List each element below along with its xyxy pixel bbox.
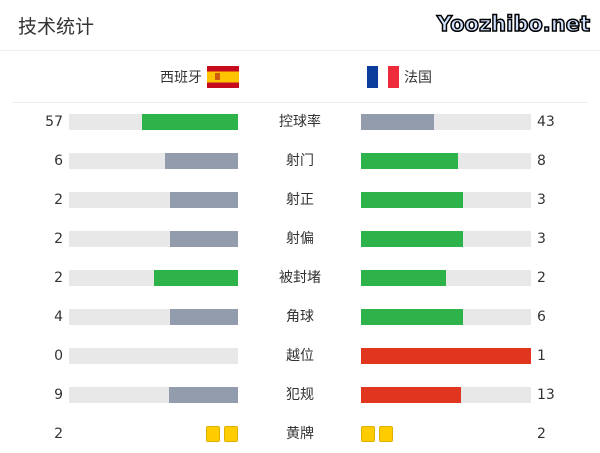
stat-row: 2 射偏 3 [0,230,600,248]
away-value: 2 [537,426,546,442]
away-bar-fill [361,387,462,403]
away-team: 法国 [367,66,432,88]
home-value: 0 [54,348,63,364]
home-bar-fill [170,231,238,247]
home-team-name: 西班牙 [160,70,202,86]
home-bar [69,153,238,169]
away-value: 6 [537,309,546,325]
home-value: 2 [54,231,63,247]
away-bar-fill [361,114,435,130]
yellow-card-icon [206,426,220,442]
home-team: 西班牙 [160,66,239,88]
away-bar [361,387,531,403]
home-value: 2 [54,192,63,208]
away-bar [361,309,531,325]
away-value: 2 [537,270,546,286]
home-value: 6 [54,153,63,169]
away-bar [361,270,531,286]
home-yellow-cards [206,426,238,442]
stat-row: 0 越位 1 [0,347,600,365]
home-bar-fill [165,153,238,169]
away-value: 3 [537,192,546,208]
home-bar [69,309,238,325]
yellow-card-icon [224,426,238,442]
home-bar-fill [170,309,238,325]
yellow-card-icon [361,426,375,442]
stat-row: 9 犯规 13 [0,386,600,404]
home-value: 2 [54,270,63,286]
away-value: 1 [537,348,546,364]
stat-row: 2 被封堵 2 [0,269,600,287]
stat-label: 射正 [286,192,314,208]
divider [0,50,600,51]
home-bar [69,231,238,247]
stat-label: 越位 [286,348,314,364]
stat-row: 2 射正 3 [0,191,600,209]
away-bar [361,153,531,169]
stat-row: 57 控球率 43 [0,113,600,131]
stat-label: 射门 [286,153,314,169]
away-value: 8 [537,153,546,169]
home-bar [69,387,238,403]
away-yellow-cards [361,426,393,442]
home-bar-fill [153,270,238,286]
home-bar [69,348,238,364]
away-bar-fill [361,348,531,364]
stat-label: 射偏 [286,231,314,247]
away-value: 3 [537,231,546,247]
away-bar [361,348,531,364]
away-value: 13 [537,387,555,403]
divider [12,102,588,103]
away-bar-fill [361,153,458,169]
stat-row: 6 射门 8 [0,152,600,170]
home-bar-fill [168,387,238,403]
watermark-logo: Yoozhibo.net [436,11,591,37]
home-value: 57 [45,114,63,130]
home-value: 9 [54,387,63,403]
home-bar-fill [141,114,238,130]
home-bar [69,270,238,286]
away-bar-fill [361,309,463,325]
home-bar [69,192,238,208]
away-value: 43 [537,114,555,130]
stat-label: 黄牌 [286,426,314,442]
home-value: 2 [54,426,63,442]
stat-label: 犯规 [286,387,314,403]
stat-row: 4 角球 6 [0,308,600,326]
home-bar [69,114,238,130]
stat-label: 控球率 [279,114,321,130]
stat-label: 被封堵 [279,270,321,286]
france-flag-icon [367,66,399,88]
away-bar [361,192,531,208]
stat-label: 角球 [286,309,314,325]
away-bar-fill [361,192,463,208]
home-value: 4 [54,309,63,325]
away-bar-fill [361,270,446,286]
page-title: 技术统计 [18,16,95,38]
spain-flag-icon [207,66,239,88]
stat-row-yellow-cards: 2 黄牌 2 [0,425,600,443]
away-team-name: 法国 [404,70,432,86]
home-bar-fill [170,192,238,208]
away-bar-fill [361,231,463,247]
away-bar [361,231,531,247]
away-bar [361,114,531,130]
yellow-card-icon [379,426,393,442]
